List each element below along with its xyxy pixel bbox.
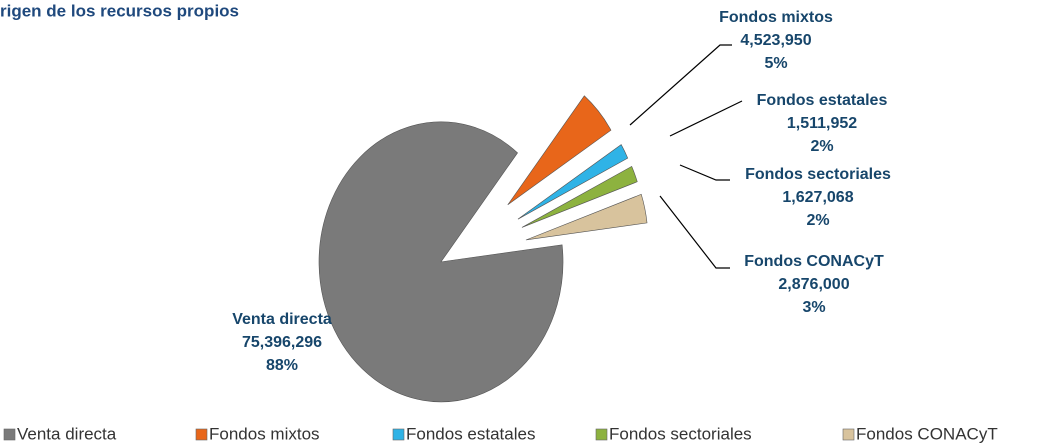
slice-label-value: 4,523,950 xyxy=(740,32,811,49)
pie-slice xyxy=(521,165,638,228)
pie-slice xyxy=(318,121,564,403)
slice-label-name: Fondos CONACyT xyxy=(744,253,884,270)
leader-line xyxy=(629,44,732,126)
legend-swatch xyxy=(595,428,608,441)
slice-label-name: Venta directa xyxy=(232,311,332,328)
slice-label-name: Fondos mixtos xyxy=(719,9,833,26)
slice-label-percent: 3% xyxy=(802,299,825,316)
slice-label-percent: 5% xyxy=(764,55,787,72)
slice-label-percent: 2% xyxy=(810,138,833,155)
leader-line xyxy=(679,164,730,181)
pie-slice xyxy=(517,144,629,220)
pie-slice xyxy=(507,95,612,206)
legend-swatch xyxy=(392,428,405,441)
pie-slice xyxy=(525,193,648,241)
legend-label: Fondos sectoriales xyxy=(609,424,752,443)
leader-line xyxy=(669,100,743,137)
legend-label: Fondos mixtos xyxy=(209,424,320,443)
slice-label-percent: 88% xyxy=(266,357,298,374)
slice-label-value: 75,396,296 xyxy=(242,334,322,351)
slice-label-value: 2,876,000 xyxy=(778,276,849,293)
slice-label-percent: 2% xyxy=(806,212,829,229)
legend-swatch xyxy=(195,428,208,441)
slice-label-name: Fondos sectoriales xyxy=(745,166,891,183)
legend-label: Venta directa xyxy=(17,424,117,443)
legend-swatch xyxy=(842,428,855,441)
slice-label-name: Fondos estatales xyxy=(757,92,888,109)
slice-label-value: 1,511,952 xyxy=(787,115,857,132)
legend-swatch xyxy=(3,428,16,441)
legend-label: Fondos estatales xyxy=(406,424,535,443)
slice-label-value: 1,627,068 xyxy=(782,189,853,206)
legend-label: Fondos CONACyT xyxy=(856,424,998,443)
chart-title: rigen de los recursos propios xyxy=(0,1,239,20)
leader-line xyxy=(659,195,730,269)
